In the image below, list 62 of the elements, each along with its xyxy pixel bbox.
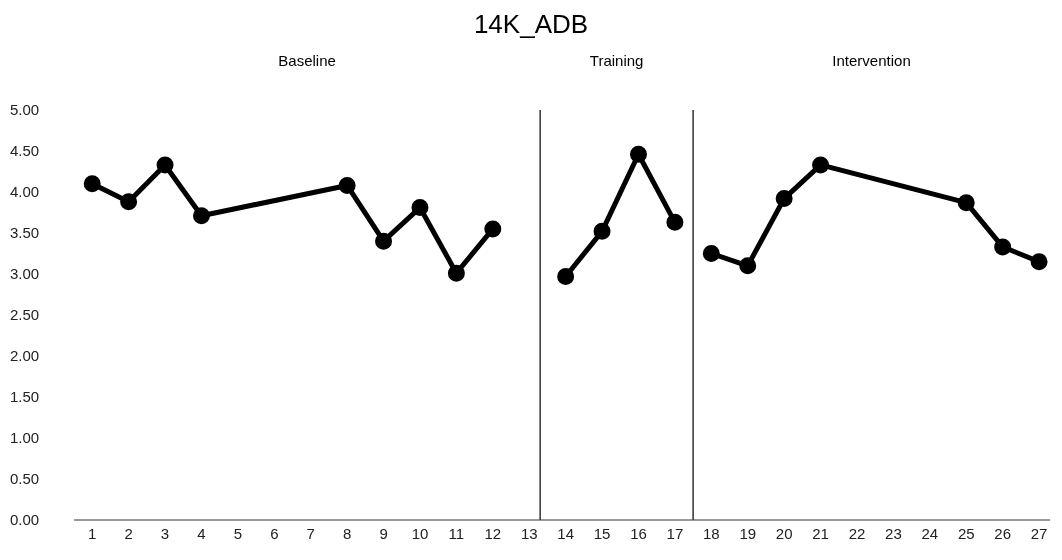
point: [120, 193, 138, 211]
point: [83, 175, 101, 193]
x-tick-label: 8: [342, 524, 352, 542]
x-tick-label: 5: [233, 524, 243, 542]
x-tick-label: 3: [160, 524, 170, 542]
x-tick-label: 11: [448, 524, 465, 542]
x-tick-label: 2: [124, 524, 133, 542]
x-tick-label: 16: [630, 524, 647, 542]
y-tick-label: 4.00: [10, 183, 40, 201]
y-tick-label: 4.50: [10, 142, 40, 160]
y-tick-label: 0.00: [10, 511, 40, 529]
point: [666, 213, 684, 231]
x-tick-label: 4: [197, 524, 206, 542]
point: [812, 156, 830, 174]
point: [702, 245, 720, 262]
point: [557, 267, 575, 285]
x-tick-label: 7: [306, 524, 315, 542]
point: [775, 190, 793, 208]
point: [447, 264, 465, 282]
x-tick-label: 10: [411, 524, 429, 542]
y-tick-label: 3.50: [10, 224, 40, 242]
point: [957, 194, 975, 212]
y-tick-label: 5.00: [10, 101, 40, 119]
x-tick-label: 17: [666, 524, 684, 542]
x-tick-label: 18: [702, 524, 720, 542]
x-tick-label: 25: [957, 524, 975, 542]
x-tick-label: 20: [775, 524, 793, 542]
y-tick-label: 1.50: [10, 388, 40, 406]
text: Baseline: [277, 52, 337, 69]
x-tick-label: 15: [593, 524, 611, 542]
y-tick-label: 3.00: [10, 265, 40, 283]
point: [484, 220, 502, 238]
point: [593, 222, 611, 240]
x-tick-label: 13: [520, 524, 538, 542]
point: [629, 145, 647, 163]
x-tick-label: 22: [848, 524, 866, 542]
y-tick-label: 0.50: [10, 470, 40, 488]
text: Intervention: [831, 52, 912, 69]
point: [411, 199, 429, 217]
x-tick-label: 26: [994, 524, 1011, 542]
x-tick-label: 23: [885, 524, 902, 542]
y-tick-label: 2.00: [10, 347, 40, 365]
x-tick-label: 12: [484, 524, 502, 542]
x-tick-label: 19: [739, 524, 757, 542]
point: [338, 176, 356, 194]
x-tick-label: 1: [88, 524, 97, 542]
point: [994, 238, 1012, 256]
x-tick-label: 6: [270, 524, 279, 542]
point: [375, 232, 393, 250]
x-tick-label: 9: [379, 524, 388, 542]
x-tick-label: 24: [921, 524, 939, 542]
x-tick-label: 14: [557, 524, 574, 542]
point: [192, 207, 210, 225]
x-tick-label: 27: [1030, 524, 1048, 542]
point: [156, 156, 174, 174]
text: Training: [588, 52, 645, 69]
point: [739, 257, 757, 275]
y-tick-label: 2.50: [10, 306, 40, 324]
point: [1030, 253, 1048, 271]
x-tick-label: 21: [812, 524, 829, 542]
y-tick-label: 1.00: [10, 429, 40, 447]
chart-title: 14K_ADB: [472, 8, 590, 40]
